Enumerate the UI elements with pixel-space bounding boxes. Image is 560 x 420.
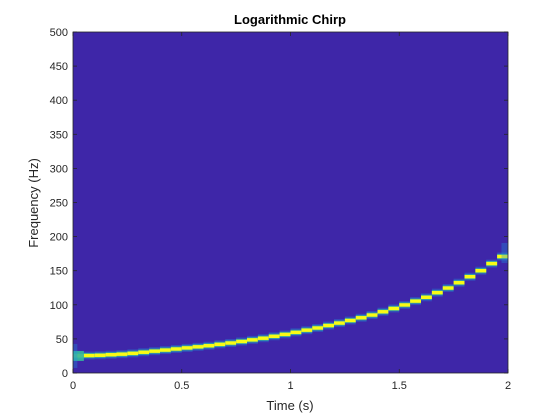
y-tick-label: 300	[50, 163, 68, 175]
ridge-segment	[149, 349, 160, 353]
ridge-segment	[257, 336, 269, 340]
ridge-segment	[181, 346, 193, 350]
ridge-end-glow	[501, 242, 508, 263]
ridge-segment	[453, 281, 465, 285]
x-tick-label: 2	[505, 380, 511, 392]
y-tick-label: 50	[56, 334, 68, 346]
ridge-segment	[323, 323, 334, 328]
chirp-ridge	[73, 242, 508, 368]
ridge-segment	[203, 344, 215, 348]
ridge-segment	[486, 261, 498, 266]
ridge-segment	[116, 352, 128, 356]
ridge-segment	[475, 269, 487, 273]
ridge-segment	[105, 353, 117, 357]
y-tick-label: 150	[50, 266, 68, 278]
x-tick-label: 1.5	[392, 380, 407, 392]
y-tick-label: 100	[50, 300, 68, 312]
ridge-segment	[431, 290, 443, 295]
ridge-segment	[312, 326, 324, 330]
x-tick-label: 0	[70, 380, 76, 392]
y-tick-label: 400	[50, 95, 68, 107]
ridge-segment	[192, 345, 204, 349]
y-tick-label: 350	[50, 129, 68, 141]
ridge-start-blob	[73, 350, 84, 361]
ridge-segment	[279, 332, 291, 337]
y-tick-label: 0	[62, 368, 68, 380]
ridge-segment	[83, 353, 95, 358]
ridge-segment	[344, 318, 356, 323]
ridge-segment	[127, 351, 139, 356]
ridge-segment	[366, 313, 378, 317]
ridge-segment	[355, 316, 367, 320]
ridge-segment	[301, 328, 313, 332]
x-tick-label: 0.5	[174, 380, 189, 392]
ridge-segment	[464, 275, 476, 279]
plot-area	[72, 31, 509, 374]
ridge-segment	[388, 306, 400, 311]
y-axis-label: Frequency (Hz)	[26, 158, 41, 248]
ridge-segment	[138, 350, 150, 354]
y-axis-ticks: 0 50 100 150 200 250 300 350 400 450 500	[50, 27, 508, 380]
ridge-segment	[214, 342, 226, 347]
ridge-segment	[410, 299, 421, 303]
chart-title: Logarithmic Chirp	[234, 12, 346, 27]
ridge-start-glow	[73, 343, 78, 368]
ridge-segment	[497, 254, 508, 259]
spectrogram-background	[73, 32, 508, 373]
ridge-segment	[268, 334, 280, 339]
ridge-segment	[225, 341, 237, 345]
ridge-segment	[377, 310, 389, 314]
ridge-segment	[334, 321, 345, 325]
x-axis-ticks: 0 0.5 1 1.5 2	[70, 32, 511, 392]
ridge-segment	[290, 330, 302, 335]
ridge-segment	[442, 286, 454, 290]
ridge-segment	[247, 338, 258, 342]
ridge-segment	[160, 348, 171, 352]
ridge-segment	[94, 353, 106, 357]
y-tick-label: 500	[50, 27, 68, 39]
ridge-segment	[421, 295, 432, 299]
y-tick-label: 200	[50, 232, 68, 244]
x-tick-label: 1	[287, 380, 293, 392]
y-tick-label: 450	[50, 61, 68, 73]
y-tick-label: 250	[50, 198, 68, 210]
ridge-segment	[170, 347, 182, 351]
ridge-segment	[236, 339, 247, 344]
x-axis-label: Time (s)	[266, 398, 313, 413]
ridge-segment	[399, 303, 411, 307]
